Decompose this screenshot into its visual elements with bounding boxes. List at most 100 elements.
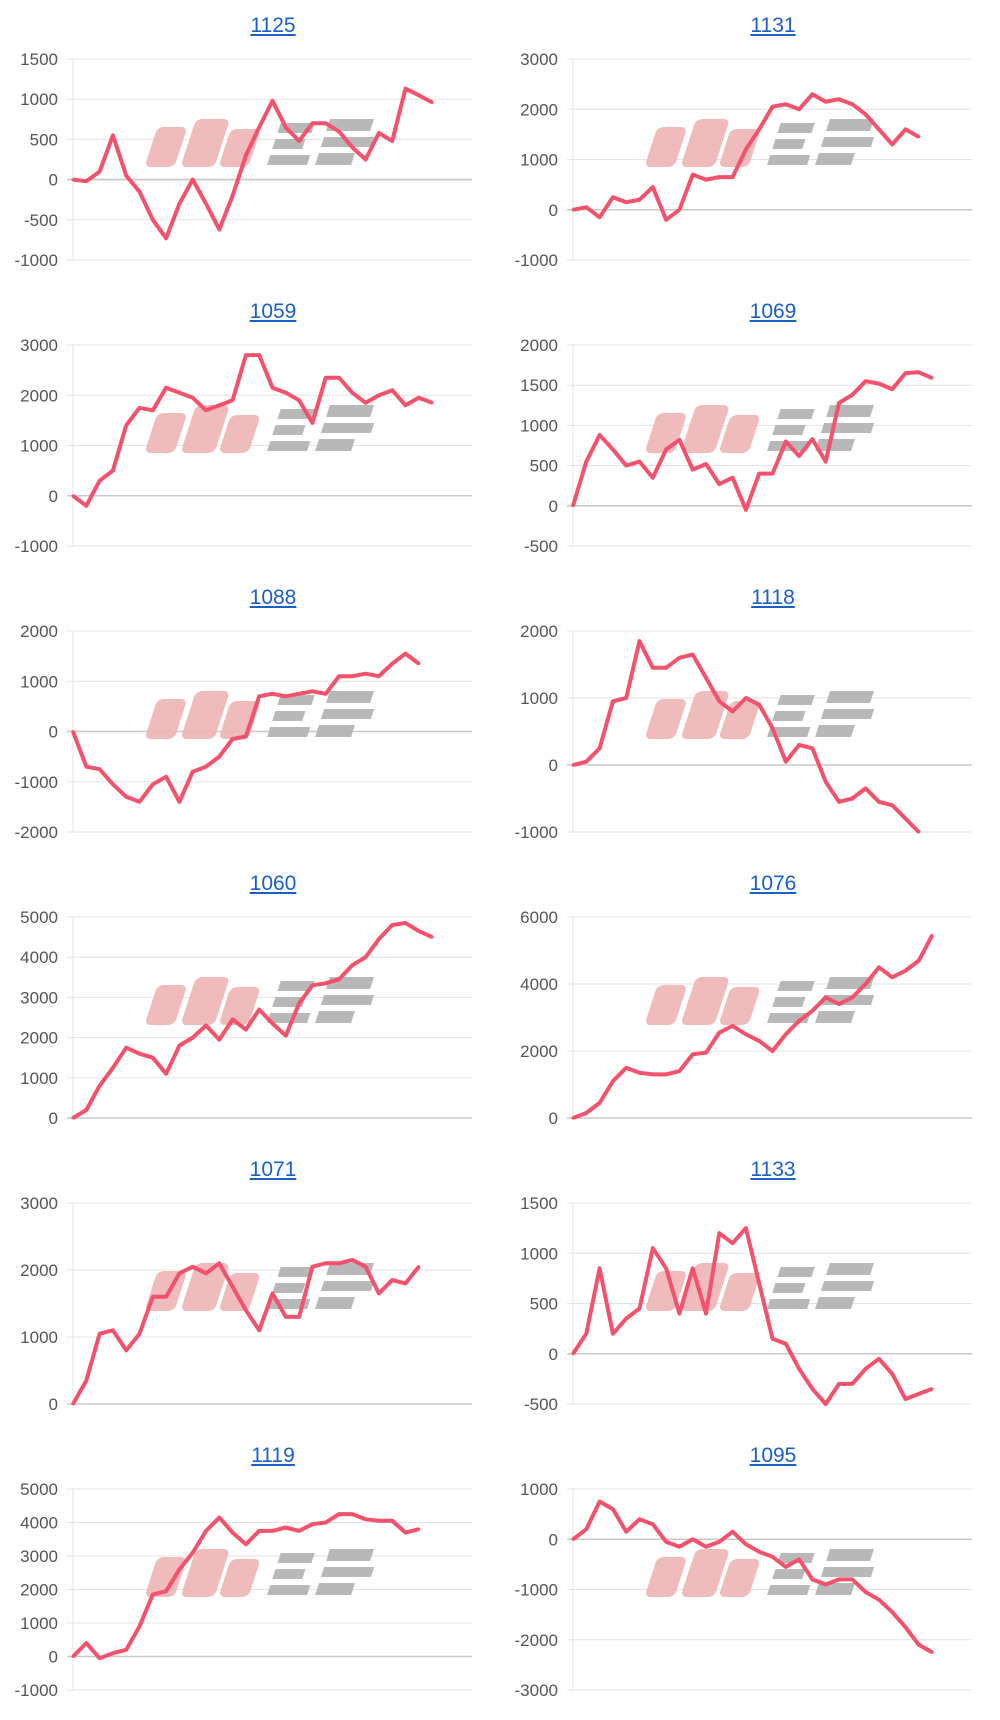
data-point <box>84 504 88 508</box>
data-point <box>164 775 168 779</box>
y-tick-label: 0 <box>49 1395 58 1414</box>
data-point <box>111 1328 115 1332</box>
data-point <box>797 1019 801 1023</box>
data-point <box>138 1332 141 1336</box>
data-point <box>177 202 181 206</box>
chart-title-link[interactable]: 1131 <box>750 14 796 37</box>
chart-title-link[interactable]: 1069 <box>749 300 797 323</box>
data-point <box>404 1531 407 1535</box>
chart-title-link[interactable]: 1060 <box>249 872 297 895</box>
data-point <box>571 1537 575 1541</box>
y-tick-label: -1000 <box>15 251 58 270</box>
chart-svg: 2000 1000 0 -1000 <box>515 622 972 842</box>
data-point <box>797 107 801 111</box>
data-point <box>98 1332 102 1336</box>
data-point <box>810 92 814 96</box>
data-point <box>111 1651 115 1655</box>
data-point <box>677 438 681 442</box>
data-point <box>850 393 854 397</box>
data-point <box>611 1332 615 1336</box>
data-point <box>191 1036 195 1040</box>
data-point <box>257 1328 261 1332</box>
chart-title-link[interactable]: 1118 <box>751 586 795 609</box>
data-point <box>151 782 155 786</box>
data-point <box>151 1593 155 1597</box>
data-point <box>784 439 788 443</box>
data-point <box>651 185 655 189</box>
data-point <box>890 387 894 391</box>
chart-title-link[interactable]: 1059 <box>249 300 297 323</box>
data-point <box>584 760 588 764</box>
data-point <box>337 977 341 981</box>
data-point <box>138 800 141 804</box>
data-point <box>337 1512 341 1516</box>
chart-title-link[interactable]: 1133 <box>750 1158 796 1181</box>
data-point <box>638 1307 641 1311</box>
chart-1131: 3000 2000 1000 0 -1000 1131 <box>500 0 1000 286</box>
data-point <box>664 1072 668 1076</box>
data-point <box>377 393 381 397</box>
series-line <box>571 1499 934 1655</box>
data-point <box>584 460 588 464</box>
data-point <box>677 1545 681 1549</box>
data-point <box>84 1379 88 1383</box>
y-tick-label: 2000 <box>20 1261 58 1280</box>
data-point <box>917 370 921 374</box>
data-point <box>771 1049 774 1053</box>
series-line <box>71 921 433 1120</box>
data-point <box>84 1641 88 1645</box>
watermark-logo <box>646 1549 875 1597</box>
chart-title-link[interactable]: 1095 <box>749 1444 797 1467</box>
chart-title-link[interactable]: 1071 <box>249 1158 297 1181</box>
data-point <box>624 200 628 204</box>
data-point <box>598 1101 602 1105</box>
y-tick-label: 500 <box>530 1295 558 1314</box>
data-point <box>890 975 894 979</box>
data-point <box>810 437 814 441</box>
data-point <box>624 464 628 468</box>
chart-title-link[interactable]: 1125 <box>250 14 296 37</box>
y-tick-label: 1000 <box>20 1614 58 1633</box>
data-point <box>284 391 288 395</box>
chart-svg: 3000 2000 1000 0 -1000 <box>515 50 972 270</box>
chart-1059: 3000 2000 1000 0 -1000 1059 <box>0 286 500 572</box>
data-point <box>364 1265 368 1269</box>
chart-title-link[interactable]: 1119 <box>251 1444 295 1467</box>
data-point <box>824 100 828 104</box>
data-point <box>310 983 314 987</box>
data-point <box>231 1285 235 1289</box>
data-point <box>930 1650 934 1654</box>
y-tick-label: 1500 <box>520 1194 558 1213</box>
y-tick-label: 2000 <box>520 336 558 355</box>
data-point <box>651 666 655 670</box>
data-point <box>664 218 668 222</box>
y-tick-label: 1000 <box>520 1244 558 1263</box>
data-point <box>124 795 128 799</box>
chart-title-link[interactable]: 1076 <box>749 872 797 895</box>
data-point <box>584 1332 588 1336</box>
chart-svg: 5000 4000 3000 2000 1000 0 <box>20 908 472 1128</box>
data-point <box>704 462 708 466</box>
y-tick-label: -1000 <box>515 823 558 842</box>
chart-1060: 5000 4000 3000 2000 1000 0 1060 <box>0 858 500 1144</box>
data-point <box>930 376 934 380</box>
data-point <box>324 121 328 125</box>
y-tick-label: 500 <box>530 457 558 476</box>
data-point <box>217 755 221 759</box>
data-point <box>744 508 748 512</box>
data-point <box>244 153 248 157</box>
y-tick-label: 3000 <box>20 336 58 355</box>
data-point <box>204 408 208 412</box>
data-point <box>771 726 774 730</box>
data-point <box>850 797 854 800</box>
y-tick-label: 2000 <box>520 100 558 119</box>
data-point <box>138 1624 141 1628</box>
data-point <box>151 218 155 222</box>
chart-title-link[interactable]: 1088 <box>249 586 297 609</box>
data-point <box>191 1551 195 1555</box>
data-point <box>598 1500 602 1504</box>
chart-1069: 2000 1500 1000 500 0 -500 1069 <box>500 286 1000 572</box>
data-point <box>717 699 721 703</box>
y-tick-label: -1000 <box>515 251 558 270</box>
data-point <box>177 391 181 395</box>
